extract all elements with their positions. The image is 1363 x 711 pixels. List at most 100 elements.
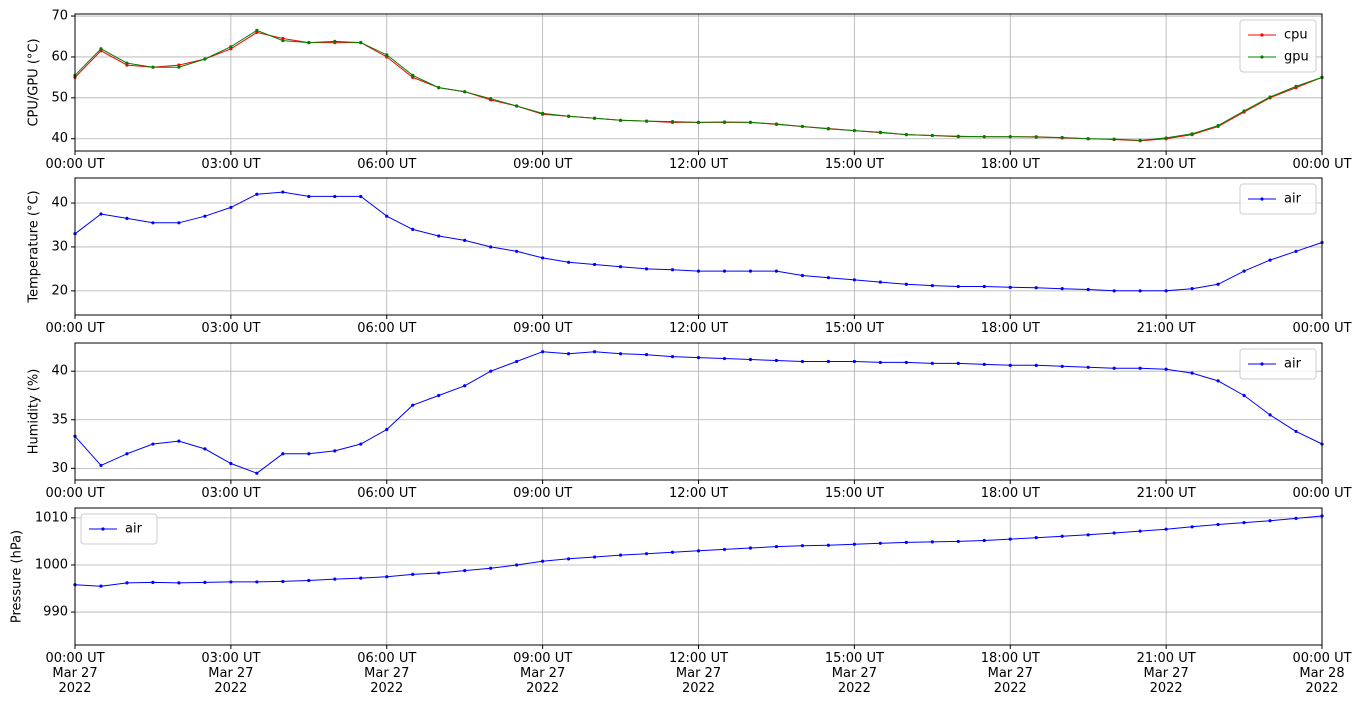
data-point xyxy=(203,580,207,584)
data-point xyxy=(1216,282,1220,286)
legend-marker xyxy=(1260,362,1264,366)
data-point xyxy=(592,116,597,120)
data-point xyxy=(618,265,623,269)
data-point xyxy=(774,269,779,273)
data-point xyxy=(177,221,181,225)
x-tick-label: 00:00 UT xyxy=(45,486,105,501)
data-point xyxy=(1060,135,1064,140)
data-point xyxy=(1268,519,1272,523)
data-point xyxy=(1242,109,1246,113)
data-point xyxy=(385,214,389,218)
data-point xyxy=(956,361,960,366)
data-point xyxy=(1060,287,1064,291)
data-point xyxy=(956,539,960,544)
x-tick-label: 03:00 UT xyxy=(201,157,261,172)
y-tick-label: 40 xyxy=(51,131,68,146)
y-tick-label: 30 xyxy=(51,461,68,476)
data-point xyxy=(489,566,493,570)
data-point xyxy=(1086,137,1090,141)
x-tick-label: 06:00 UT xyxy=(357,157,417,172)
data-point xyxy=(229,45,233,49)
legend: air xyxy=(1239,348,1317,380)
x-tick-label: 00:00 UT xyxy=(1292,321,1352,336)
data-point xyxy=(982,538,986,543)
x-tick-label: 00:00 UT xyxy=(45,321,105,336)
data-point xyxy=(307,41,311,45)
data-point xyxy=(1268,95,1272,99)
data-point xyxy=(696,549,701,553)
data-point xyxy=(1216,522,1220,527)
x-tick-label: 21:00 UT xyxy=(1136,157,1196,172)
data-point xyxy=(255,471,259,475)
y-tick-label: 40 xyxy=(51,196,68,211)
data-point xyxy=(1216,379,1220,383)
y-tick-label: 50 xyxy=(51,90,68,105)
data-point xyxy=(99,463,103,468)
legend-label: cpu xyxy=(1284,28,1308,43)
x-tick-label: 18:00 UT Mar 27 2022 xyxy=(980,651,1040,696)
data-point xyxy=(956,284,960,289)
x-tick-label: 15:00 UT xyxy=(824,321,884,336)
data-point xyxy=(359,41,363,45)
data-point xyxy=(125,61,129,65)
x-tick-label: 06:00 UT xyxy=(357,486,417,501)
data-point xyxy=(670,268,675,272)
y-tick-label: 60 xyxy=(51,49,68,64)
y-tick-label: 70 xyxy=(51,9,68,24)
data-point xyxy=(852,128,856,133)
data-point xyxy=(1086,287,1090,292)
data-point xyxy=(592,262,597,267)
data-point xyxy=(151,65,155,69)
y-axis-label: Temperature (°C) xyxy=(27,190,42,303)
legend: air xyxy=(80,513,158,545)
data-point xyxy=(203,447,207,451)
data-point xyxy=(359,576,363,580)
data-point xyxy=(852,359,856,364)
data-point xyxy=(1112,531,1116,535)
data-point xyxy=(618,553,623,557)
data-point xyxy=(203,214,207,218)
data-point xyxy=(852,278,856,282)
data-point xyxy=(567,260,571,264)
data-point xyxy=(229,461,233,466)
data-point xyxy=(644,119,649,123)
data-point xyxy=(1190,132,1194,136)
data-point xyxy=(982,284,986,289)
data-point xyxy=(359,442,363,446)
plot-frame xyxy=(74,177,1323,316)
data-point xyxy=(515,563,519,567)
data-point xyxy=(800,273,805,278)
data-point xyxy=(826,276,830,280)
data-point xyxy=(930,283,934,288)
data-point xyxy=(541,559,545,563)
legend-label: gpu xyxy=(1284,50,1309,65)
data-point xyxy=(722,356,727,361)
y-tick-label: 1000 xyxy=(35,557,68,572)
data-point xyxy=(1112,366,1116,370)
data-point xyxy=(1190,371,1194,375)
data-point xyxy=(489,369,493,373)
data-point xyxy=(826,543,830,547)
data-point xyxy=(878,280,882,284)
data-point xyxy=(489,97,493,101)
data-point xyxy=(229,580,233,584)
data-point xyxy=(437,393,441,398)
data-point xyxy=(385,53,389,57)
data-point xyxy=(437,234,441,238)
data-point xyxy=(696,269,701,273)
data-point xyxy=(1138,289,1142,293)
data-point xyxy=(411,227,415,231)
data-point xyxy=(229,205,233,210)
data-point xyxy=(1294,249,1298,253)
data-point xyxy=(878,541,882,545)
x-tick-label: 15:00 UT xyxy=(824,486,884,501)
x-tick-label: 09:00 UT xyxy=(513,321,573,336)
plot-frame xyxy=(74,507,1323,646)
data-point xyxy=(281,190,285,194)
data-point xyxy=(904,282,908,286)
x-tick-label: 21:00 UT xyxy=(1136,486,1196,501)
data-point xyxy=(567,557,571,561)
data-point xyxy=(1086,365,1090,369)
data-point xyxy=(1008,135,1012,139)
